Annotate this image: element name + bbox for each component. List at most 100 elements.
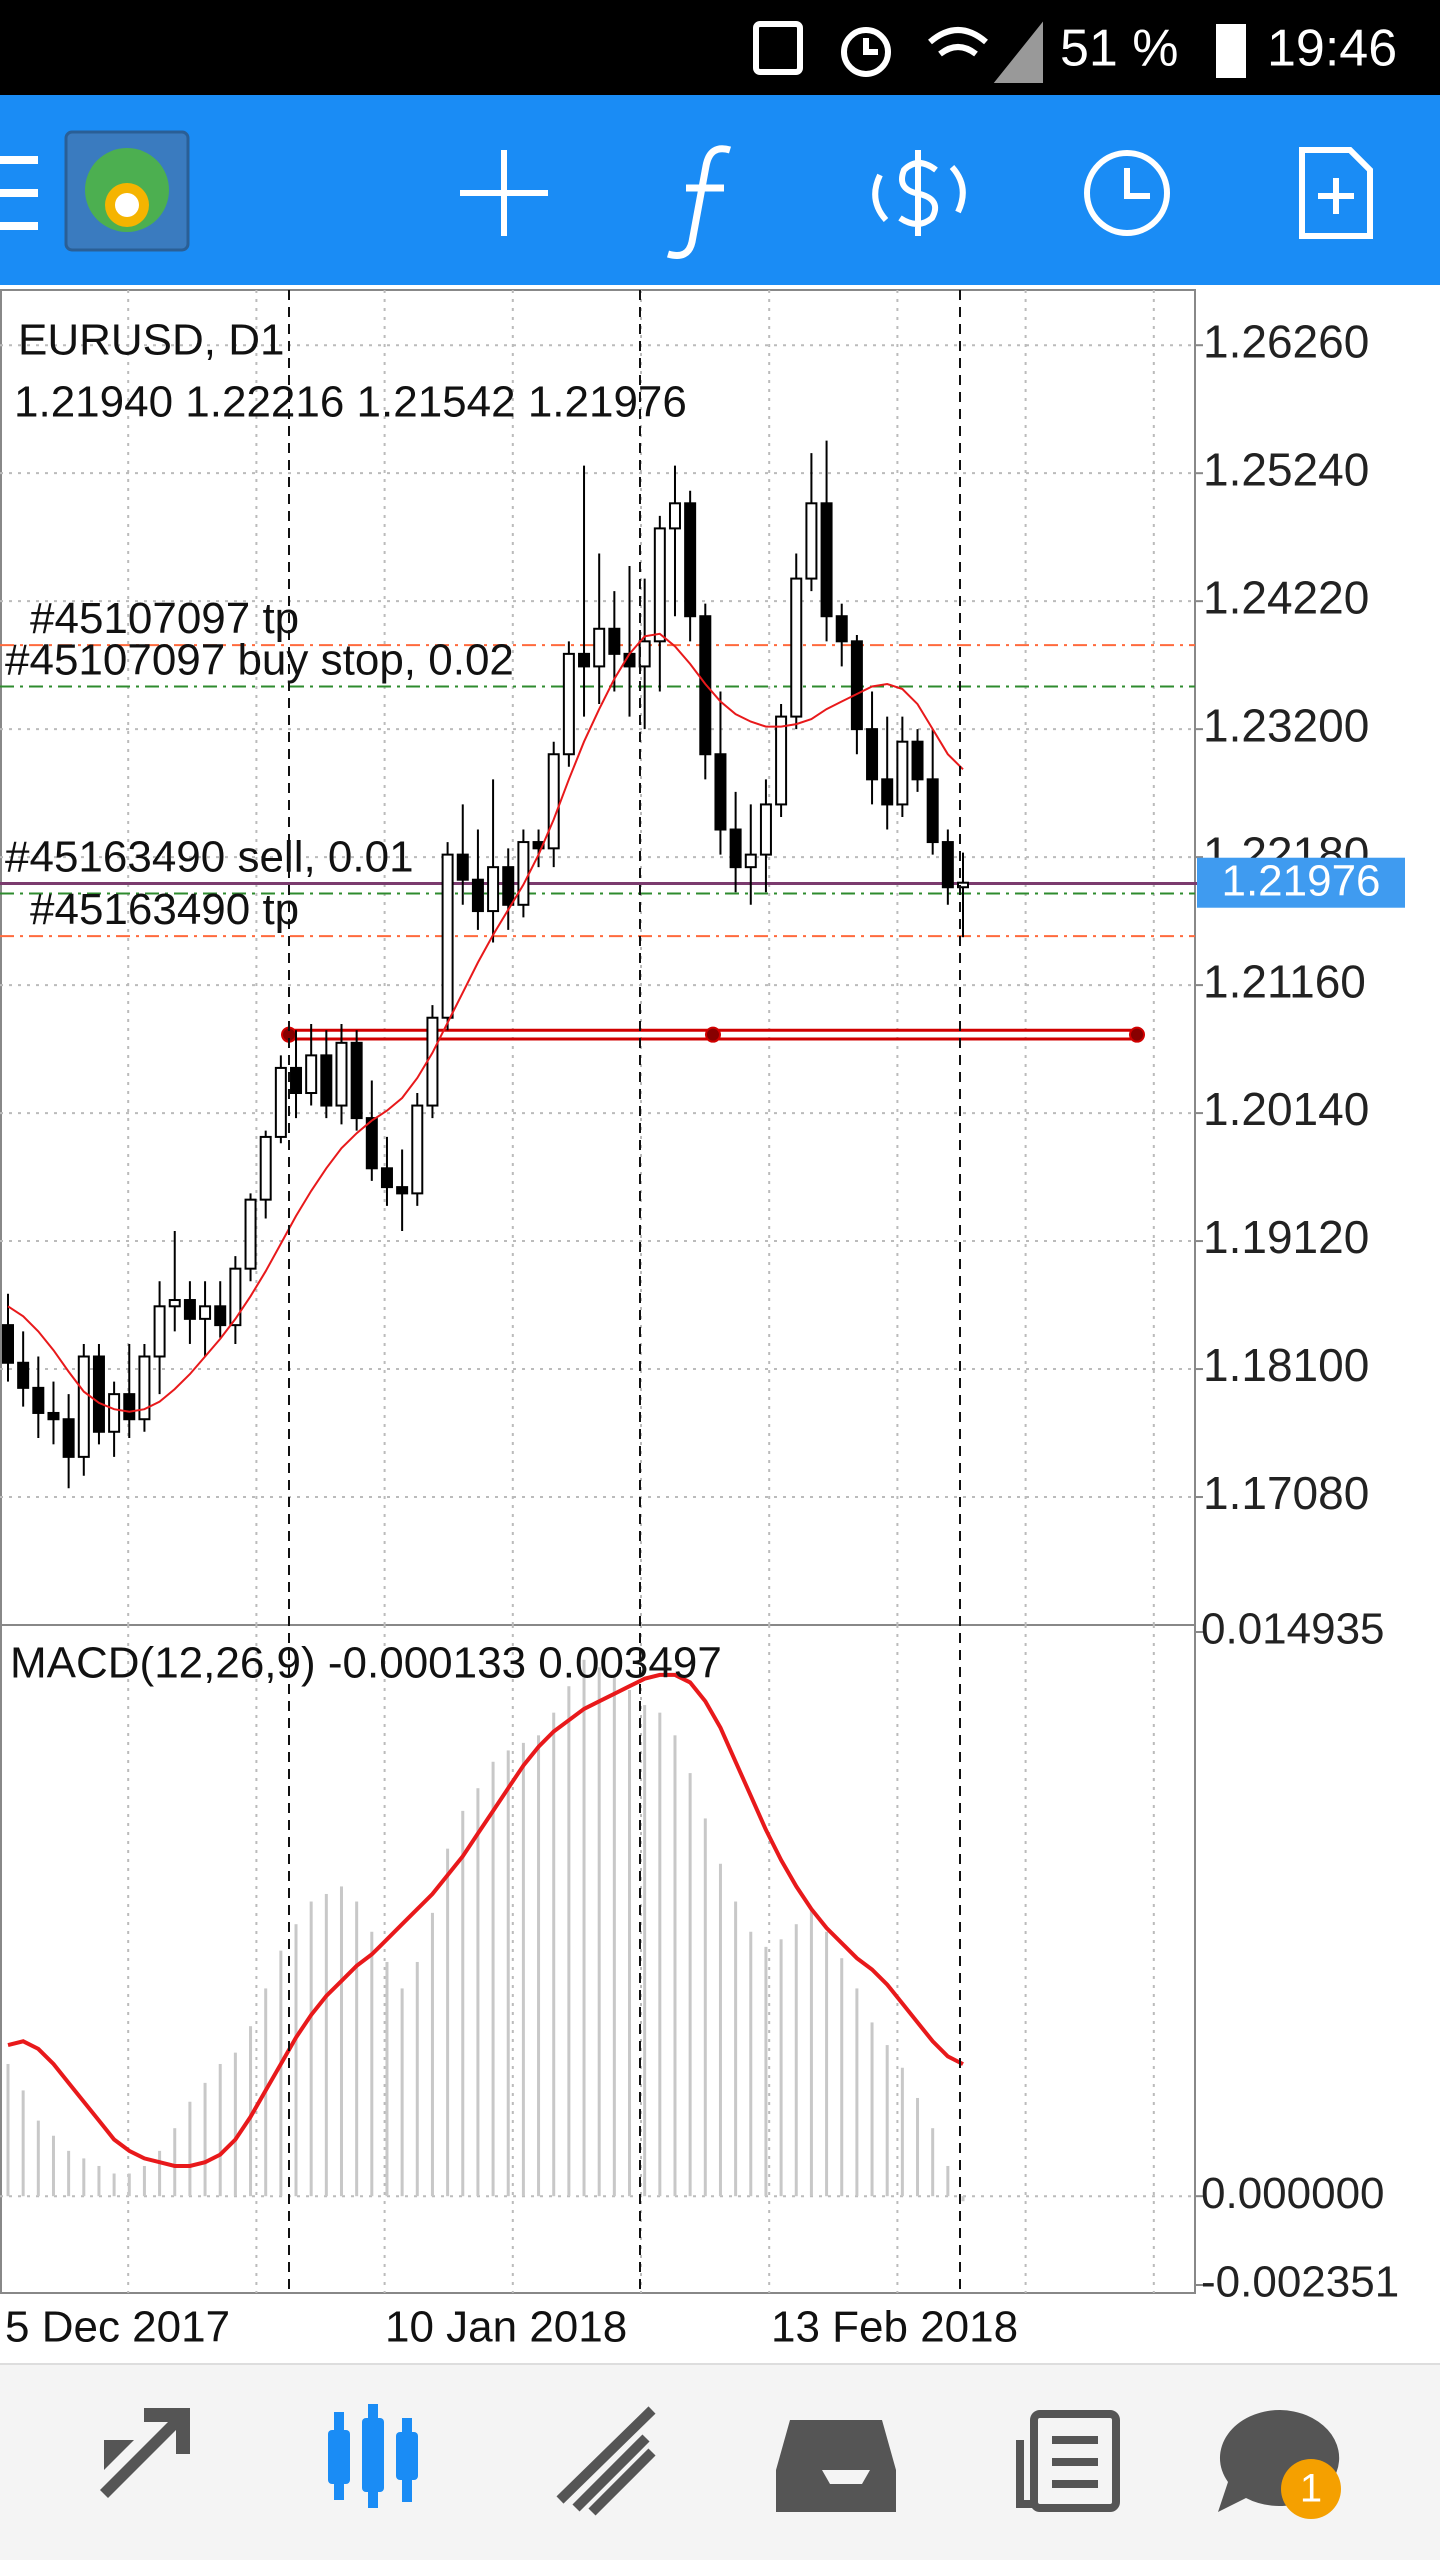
macd-bar [370,1931,374,2197]
menu-button[interactable] [0,156,38,230]
candle-body [305,1054,318,1095]
y-tick-label: -0.002351 [1201,2258,1399,2307]
macd-bar [916,2097,920,2197]
crosshair-button[interactable] [460,150,548,236]
macd-bar [385,1961,389,2197]
candle-body [168,1299,181,1308]
macd-bar [946,2165,950,2197]
macd-bar [112,2173,116,2197]
macd-bar [158,2150,162,2197]
macd-bar [461,1810,465,2197]
history-button[interactable] [1084,150,1170,236]
candle-body [320,1054,333,1107]
y-tick-label: 1.19120 [1203,1211,1369,1263]
macd-bar [82,2158,86,2197]
order-label: #45107097 tp [30,594,299,643]
candle-body [653,527,666,643]
chart-tab[interactable] [328,2404,418,2508]
channel-handle [705,1026,721,1043]
macd-bar [355,1901,359,2197]
candle-body [47,1411,60,1421]
chat-badge-count: 1 [1300,2467,1322,2511]
status-icons [753,21,1246,83]
macd-bar [794,1924,798,2197]
candle-body [941,841,954,889]
order-label: #45163490 sell, 0.01 [5,832,414,881]
candle-body [290,1066,303,1095]
candle-body [759,803,772,856]
macd-bar [21,2090,25,2197]
candle-body [229,1267,242,1327]
y-tick-label: 1.23200 [1203,699,1369,751]
y-tick-label: 1.26260 [1203,315,1369,367]
macd-bar [415,1961,419,2197]
candle-body [456,853,469,881]
macd-bar [400,1988,404,2197]
candle-body [153,1305,166,1358]
candle-body [547,753,560,850]
candle-body [32,1386,45,1414]
candle-body [820,502,833,618]
candle-body [77,1355,90,1458]
candle-body [593,627,606,668]
x-tick-label: 13 Feb 2018 [771,2303,1018,2352]
candle-body [911,740,924,781]
macd-bar [931,2128,935,2197]
candle-body [123,1393,136,1421]
y-tick-label: 0.014935 [1201,1605,1385,1654]
trade-button[interactable] [872,150,966,236]
symbol-label: EURUSD, D1 [18,316,285,365]
history-tab[interactable] [776,2420,896,2512]
candle-body [881,778,894,806]
macd-bar [249,2026,253,2197]
candle-body [744,853,757,869]
trade-tab[interactable] [556,2406,656,2516]
macd-bar [855,1988,859,2197]
candle-body [517,841,530,906]
candle-body [850,640,863,731]
app-logo[interactable] [64,130,190,252]
candle-body [411,1104,424,1195]
candle-body [471,878,484,913]
macd-bar [612,1674,616,2197]
candle-body [866,728,879,781]
y-tick-label: 1.24220 [1203,571,1369,623]
macd-bar [673,1735,677,2197]
news-tab[interactable] [1016,2410,1120,2512]
candle-body [896,740,909,806]
indicators-button[interactable] [666,145,732,259]
macd-bar [809,1909,813,2197]
y-tick-label: 1.25240 [1203,443,1369,495]
x-tick-label: 5 Dec 2017 [5,2303,230,2352]
macd-bar [567,1686,571,2197]
candle-body [335,1041,348,1107]
macd-bar [142,2165,146,2197]
macd-bar [476,1788,480,2197]
candle-body [668,502,681,530]
macd-bar [552,1712,556,2197]
candle-body [199,1305,212,1320]
macd-bar [658,1712,662,2197]
quotes-tab[interactable] [100,2408,190,2498]
macd-bar [703,1818,707,2197]
macd-bar [233,2052,237,2197]
macd-bar [218,2063,222,2197]
candle-body [487,866,500,913]
candle-body [244,1198,257,1270]
macd-bar [188,2101,192,2197]
channel-handle [1129,1026,1145,1043]
macd-bar [279,1950,283,2197]
candle-body [214,1305,227,1327]
macd-bar [324,1893,328,2197]
macd-bar [67,2150,71,2197]
current-price-box [1197,857,1405,908]
macd-label: MACD(12,26,9) -0.000133 0.003497 [10,1639,722,1688]
macd-bar [173,2128,177,2197]
new-order-button[interactable] [1299,147,1373,239]
macd-bar [961,2196,965,2202]
macd-bar [885,2045,889,2197]
macd-bar [446,1848,450,2197]
candle-body [805,502,818,580]
candle-body [441,853,454,1019]
